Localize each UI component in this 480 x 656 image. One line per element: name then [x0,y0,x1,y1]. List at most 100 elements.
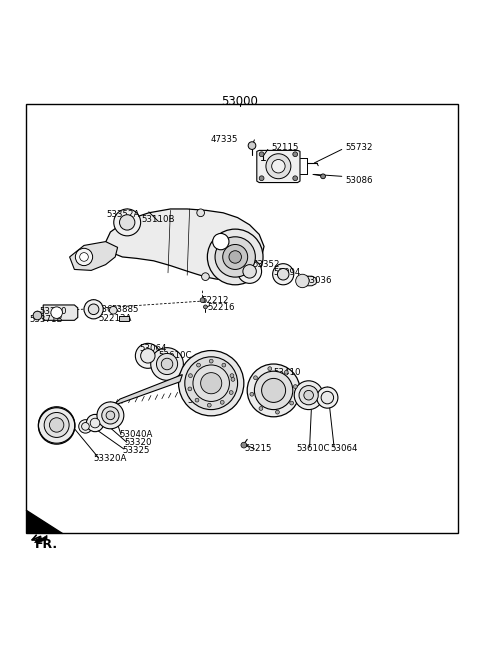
Polygon shape [35,535,47,543]
Bar [26,104,458,533]
Circle shape [189,374,192,378]
Circle shape [247,364,300,417]
Circle shape [49,418,64,432]
Circle shape [88,304,99,315]
Circle shape [259,152,264,157]
Circle shape [299,386,318,405]
Circle shape [222,363,226,367]
Circle shape [215,237,255,277]
Circle shape [202,273,209,281]
Circle shape [294,380,323,409]
Circle shape [209,359,213,363]
Circle shape [106,411,115,420]
Circle shape [201,373,222,394]
Circle shape [231,377,235,381]
Circle shape [82,422,89,430]
Text: 53064: 53064 [330,445,358,453]
Text: 53000: 53000 [222,95,258,108]
Text: 52216: 52216 [207,303,235,312]
Circle shape [293,152,298,157]
Text: 53352A: 53352A [107,210,140,218]
Text: 47335: 47335 [210,135,238,144]
Circle shape [293,176,298,180]
Polygon shape [103,209,264,280]
Text: 52212: 52212 [202,296,229,304]
Circle shape [229,390,233,394]
Circle shape [97,402,124,429]
Circle shape [207,403,211,407]
Text: 53371B: 53371B [30,315,63,324]
Text: 53210A: 53210A [187,396,221,405]
Text: 53215: 53215 [245,445,272,453]
Text: 53325: 53325 [122,446,149,455]
Circle shape [195,398,199,402]
Circle shape [102,407,119,424]
Polygon shape [26,510,62,533]
Text: 53064: 53064 [139,344,167,353]
Circle shape [259,176,264,180]
Circle shape [207,229,263,285]
Text: 53236: 53236 [85,305,113,314]
Circle shape [266,154,291,178]
Circle shape [277,268,289,280]
Polygon shape [70,241,118,270]
Text: 53320: 53320 [125,438,152,447]
Circle shape [220,400,224,404]
Text: 53352: 53352 [252,260,279,269]
Circle shape [51,307,62,318]
Text: FR.: FR. [35,539,58,552]
Polygon shape [300,276,317,286]
Circle shape [38,407,75,443]
Circle shape [293,384,297,388]
Circle shape [272,159,285,173]
Text: 53610C: 53610C [158,352,192,360]
Circle shape [109,306,117,314]
Circle shape [90,419,100,428]
Circle shape [317,387,338,408]
Circle shape [197,363,201,367]
Circle shape [223,245,248,270]
Circle shape [86,415,104,432]
Text: 53094: 53094 [274,268,301,277]
Circle shape [259,407,263,411]
Circle shape [185,357,238,409]
Circle shape [253,376,257,380]
Circle shape [80,253,88,261]
Circle shape [44,413,69,438]
Text: 53320A: 53320A [94,454,127,463]
Circle shape [290,401,294,405]
Circle shape [296,274,309,288]
Text: 52213A: 52213A [98,314,132,323]
Circle shape [179,350,244,416]
Circle shape [276,410,279,414]
Circle shape [197,209,204,216]
Circle shape [262,379,286,402]
Circle shape [156,354,178,375]
Circle shape [321,174,325,178]
Circle shape [284,371,288,374]
Text: 53040A: 53040A [119,430,153,439]
Circle shape [151,348,183,380]
Circle shape [204,305,207,309]
Circle shape [200,298,205,302]
Circle shape [238,259,262,283]
Polygon shape [43,305,78,320]
Circle shape [120,215,135,230]
Text: A: A [218,237,224,246]
Circle shape [243,264,256,278]
Circle shape [230,374,234,378]
Polygon shape [257,150,300,182]
Circle shape [188,387,192,391]
Circle shape [161,358,173,370]
Circle shape [75,249,93,266]
Circle shape [254,371,293,409]
Polygon shape [113,375,182,406]
Polygon shape [119,316,129,321]
Text: 52115: 52115 [271,144,299,152]
Text: 53885: 53885 [111,305,139,314]
Text: 53220: 53220 [39,307,67,316]
Circle shape [304,390,313,400]
Text: 53410: 53410 [274,367,301,377]
Text: 53086: 53086 [346,176,373,184]
Circle shape [79,420,92,433]
